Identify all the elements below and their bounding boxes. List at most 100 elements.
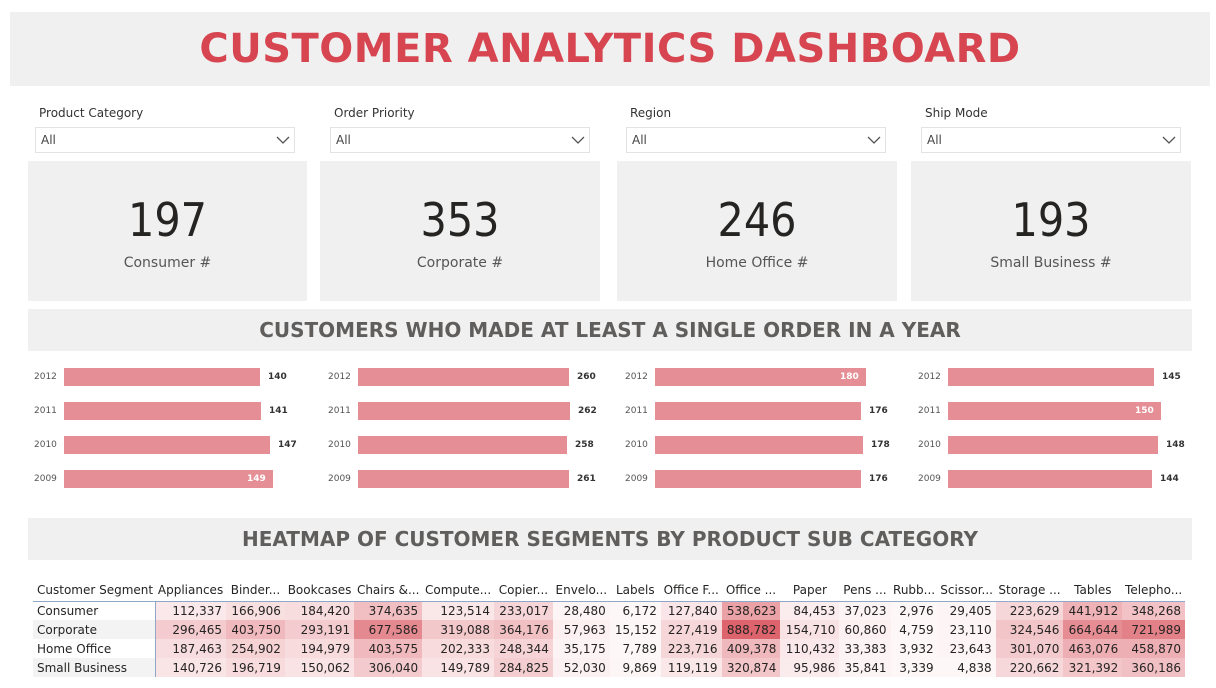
bar[interactable] <box>655 436 863 454</box>
bar-row[interactable]: 2009 261 <box>328 470 608 490</box>
column-header[interactable]: Chairs &... <box>356 582 420 597</box>
bar-row[interactable]: 2011 262 <box>328 402 608 422</box>
table-row[interactable]: Home Office 187,463 254,902 194,979 403,575 2… <box>33 639 1185 658</box>
column-header[interactable]: Appliances <box>157 582 224 597</box>
order-priority-dropdown[interactable]: All <box>330 127 590 153</box>
chevron-down-icon <box>1162 136 1176 144</box>
bar-year-label: 2011 <box>34 406 57 416</box>
bar[interactable] <box>655 402 861 420</box>
bar-row[interactable]: 2009 144 <box>918 470 1198 490</box>
bar-row[interactable]: 2012 260 <box>328 368 608 388</box>
heatmap-cell: 150,062 <box>284 658 355 677</box>
bar-year-label: 2011 <box>918 406 941 416</box>
slicer-region: Region All <box>626 106 886 153</box>
bar[interactable] <box>948 368 1154 386</box>
column-header[interactable]: Storage ... <box>998 582 1061 597</box>
ship-mode-dropdown[interactable]: All <box>921 127 1181 153</box>
heatmap-cell: 37,023 <box>839 601 891 620</box>
kpi-value: 353 <box>420 193 500 247</box>
column-header[interactable]: Scissor... <box>940 582 993 597</box>
bar-value-label: 262 <box>578 406 597 416</box>
bar[interactable] <box>948 436 1158 454</box>
bar-year-label: 2009 <box>328 474 351 484</box>
heatmap-cell: 220,662 <box>995 658 1064 677</box>
bar[interactable] <box>655 368 866 386</box>
dashboard-title-bar: CUSTOMER ANALYTICS DASHBOARD <box>10 12 1210 86</box>
heatmap-cell: 463,076 <box>1063 639 1123 658</box>
bar-row[interactable]: 2009 176 <box>625 470 905 490</box>
column-header[interactable]: Paper <box>792 582 827 597</box>
heatmap-cell: 35,175 <box>552 639 610 658</box>
segment-cell: Consumer <box>33 601 156 620</box>
heatmap-cell: 721,989 <box>1122 620 1185 639</box>
column-header[interactable]: Binder... <box>230 582 281 597</box>
bar-chart-home-office: 2012 180 2011 176 2010 178 2009 176 <box>625 362 905 492</box>
bar-row[interactable]: 2010 147 <box>34 436 314 456</box>
bar-value-label: 176 <box>869 406 888 416</box>
column-header[interactable]: Tables <box>1074 582 1112 597</box>
bar[interactable] <box>358 368 569 386</box>
bar-row[interactable]: 2009 149 <box>34 470 314 490</box>
bar-row[interactable]: 2012 145 <box>918 368 1198 388</box>
column-header[interactable]: Labels <box>616 582 655 597</box>
column-header[interactable]: Copier... <box>498 582 549 597</box>
bar[interactable] <box>64 368 260 386</box>
table-row[interactable]: Corporate 296,465 403,750 293,191 677,586 319… <box>33 620 1185 639</box>
bar-chart-small-business: 2012 145 2011 150 2010 148 2009 144 <box>918 362 1198 492</box>
bar-row[interactable]: 2011 150 <box>918 402 1198 422</box>
bar-value-label: 176 <box>869 474 888 484</box>
bar-row[interactable]: 2012 180 <box>625 368 905 388</box>
heatmap-cell: 154,710 <box>780 620 840 639</box>
kpi-label: Consumer # <box>123 255 212 271</box>
region-dropdown[interactable]: All <box>626 127 886 153</box>
slicer-product-category: Product Category All <box>35 106 295 153</box>
slicer-value: All <box>336 133 351 147</box>
bar-value-label: 178 <box>871 440 890 450</box>
bar-row[interactable]: 2011 141 <box>34 402 314 422</box>
yearly-orders-header: CUSTOMERS WHO MADE AT LEAST A SINGLE ORD… <box>28 309 1192 351</box>
bar[interactable] <box>64 470 273 488</box>
heatmap-cell: 95,986 <box>780 658 840 677</box>
kpi-card-consumer: 197 Consumer # <box>28 161 307 301</box>
column-header[interactable]: Office ... <box>725 582 777 597</box>
bar[interactable] <box>358 436 567 454</box>
heatmap-cell: 677,586 <box>354 620 423 639</box>
bar[interactable] <box>64 402 261 420</box>
kpi-label: Home Office # <box>705 255 809 271</box>
column-header[interactable]: Envelo... <box>555 582 608 597</box>
heatmap-cell: 360,186 <box>1122 658 1185 677</box>
bar-chart-corporate: 2012 260 2011 262 2010 258 2009 261 <box>328 362 608 492</box>
heatmap-cell: 306,040 <box>354 658 423 677</box>
product-category-dropdown[interactable]: All <box>35 127 295 153</box>
bar-row[interactable]: 2010 178 <box>625 436 905 456</box>
slicer-value: All <box>927 133 942 147</box>
bar[interactable] <box>358 402 570 420</box>
column-header[interactable]: Telepho... <box>1125 582 1183 597</box>
kpi-label: Corporate # <box>416 255 504 271</box>
table-row[interactable]: Consumer 112,337 166,906 184,420 374,635 123,… <box>33 601 1185 620</box>
column-header-segment[interactable]: Customer Segment <box>37 582 154 597</box>
bar[interactable] <box>64 436 270 454</box>
heatmap-cell: 320,874 <box>721 658 781 677</box>
bar[interactable] <box>948 402 1161 420</box>
bar-value-label: 140 <box>268 372 287 382</box>
bar[interactable] <box>358 470 569 488</box>
column-header[interactable]: Office F... <box>663 582 719 597</box>
bar-row[interactable]: 2012 140 <box>34 368 314 388</box>
bar-value-label: 150 <box>1135 406 1154 416</box>
bar[interactable] <box>655 470 861 488</box>
heatmap-cell: 127,840 <box>660 601 722 620</box>
bar-row[interactable]: 2010 148 <box>918 436 1198 456</box>
heatmap-cell: 321,392 <box>1063 658 1123 677</box>
bar[interactable] <box>948 470 1152 488</box>
bar-row[interactable]: 2010 258 <box>328 436 608 456</box>
table-row[interactable]: Small Business 140,726 196,719 150,062 306,0… <box>33 658 1185 677</box>
column-header[interactable]: Rubb... <box>893 582 936 597</box>
heatmap-cell: 441,912 <box>1063 601 1123 620</box>
column-header[interactable]: Pens ... <box>843 582 887 597</box>
column-header[interactable]: Compute... <box>424 582 492 597</box>
column-header[interactable]: Bookcases <box>287 582 352 597</box>
bar-row[interactable]: 2011 176 <box>625 402 905 422</box>
heatmap-table: Customer Segment Appliances Binder... Bookc… <box>33 579 1185 677</box>
heatmap-cell: 52,030 <box>552 658 610 677</box>
